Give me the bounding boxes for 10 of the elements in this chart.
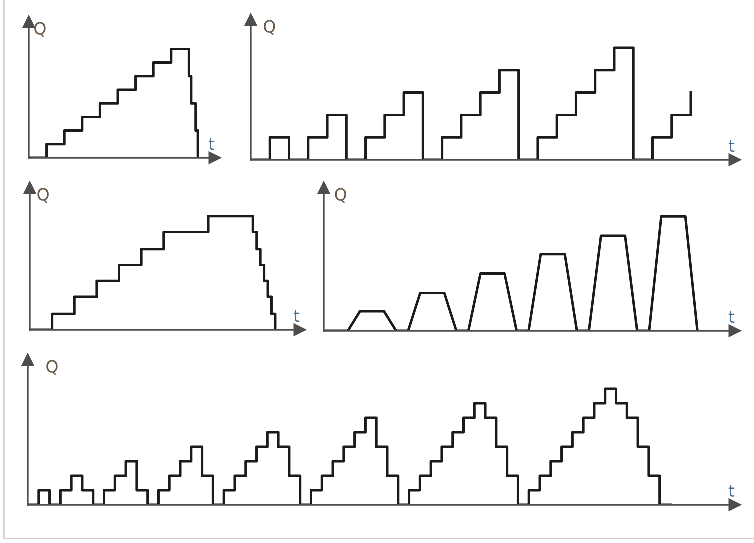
y-axis-title: Q <box>335 188 346 203</box>
x-axis-title: t <box>208 138 215 150</box>
y-axis-title: Q <box>38 188 49 203</box>
x-axis-title: t <box>728 485 735 497</box>
x-axis-title: t <box>728 140 735 152</box>
x-axis-title: t <box>294 310 300 322</box>
x-axis-title: t <box>728 311 735 323</box>
y-axis-title: Q <box>34 22 46 37</box>
y-axis-title: Q <box>264 20 276 35</box>
y-axis-title: Q <box>46 360 58 375</box>
